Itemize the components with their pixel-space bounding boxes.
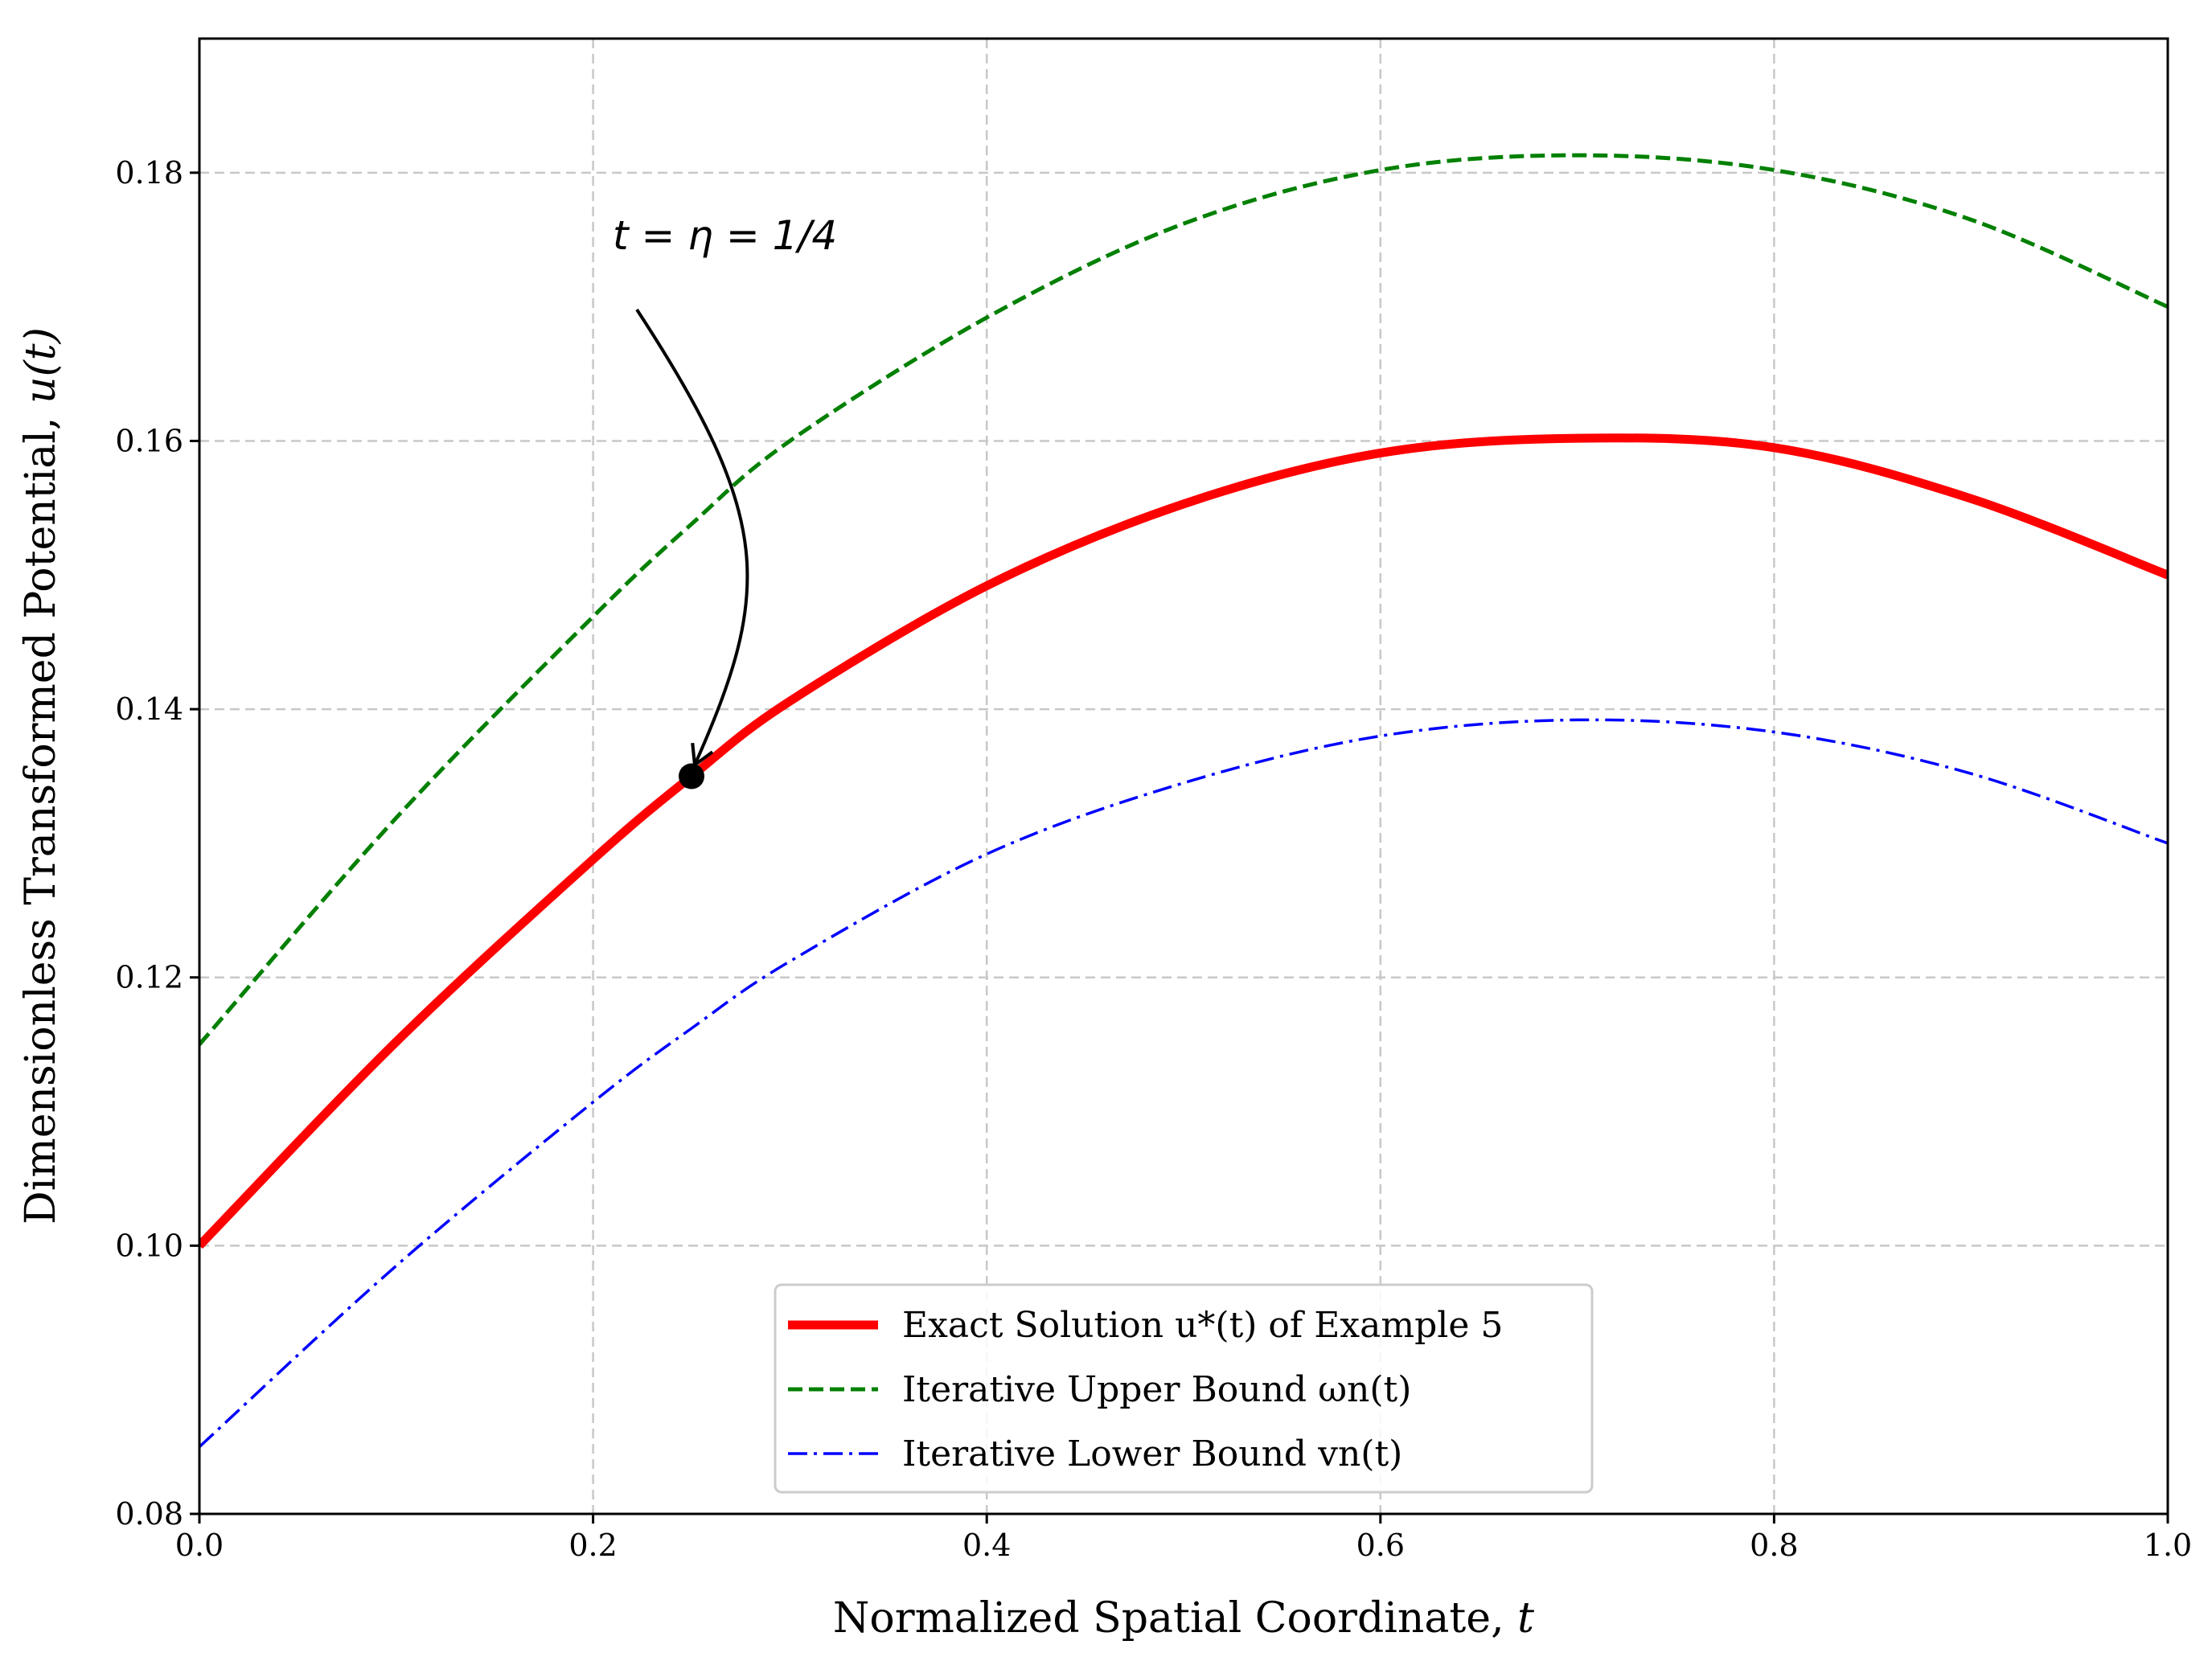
y-axis-label-var: u(t): [17, 327, 65, 404]
x-tick-label: 0.4: [962, 1528, 1011, 1563]
annotation-text: t = η = 1/4: [613, 212, 837, 259]
x-tick-label: 0.2: [568, 1528, 617, 1563]
y-tick-label: 0.14: [115, 691, 183, 727]
series-layer: [199, 153, 2168, 1448]
x-tick-label: 0.6: [1356, 1528, 1405, 1563]
annotation-point: [679, 763, 704, 790]
annotation: t = η = 1/4: [613, 212, 837, 769]
y-tick-label: 0.12: [115, 960, 183, 995]
x-axis-label-main: Normalized Spatial Coordinate,: [833, 1594, 1517, 1643]
x-tick-label: 0.0: [175, 1528, 224, 1563]
y-tick-label: 0.18: [115, 155, 183, 191]
series-line-upper: [199, 153, 2168, 1046]
x-tick-label: 0.8: [1750, 1528, 1798, 1563]
x-axis-label-var: t: [1517, 1594, 1534, 1643]
y-axis-label-main: Dimensionless Transformed Potential,: [17, 404, 65, 1224]
y-tick-label: 0.10: [115, 1228, 183, 1263]
y-axis-label: Dimensionless Transformed Potential, u(t…: [17, 327, 65, 1224]
y-tick-label: 0.16: [115, 423, 183, 458]
x-axis-label: Normalized Spatial Coordinate, t: [833, 1594, 1534, 1643]
annotation-arrow: [635, 308, 749, 769]
legend-label-upper: Iterative Upper Bound ωn(t): [902, 1369, 1411, 1410]
series-line-lower: [199, 718, 2168, 1448]
legend-box: [774, 1283, 1594, 1494]
y-tick-label: 0.08: [115, 1496, 183, 1532]
x-tick-label: 1.0: [2144, 1528, 2192, 1563]
plot-frame: [198, 37, 2169, 1515]
legend-label-exact: Exact Solution u*(t) of Example 5: [902, 1305, 1503, 1346]
series-line-exact: [199, 433, 2168, 1249]
legend-label-lower: Iterative Lower Bound vn(t): [902, 1433, 1402, 1474]
ticks: 0.0 0.2 0.4 0.6 0.8 1.0 0.08 0.10 0.12 0.14 0.16 0.…: [115, 155, 2192, 1563]
legend: Exact Solution u*(t) of Example 5 Iterat…: [774, 1283, 1594, 1494]
